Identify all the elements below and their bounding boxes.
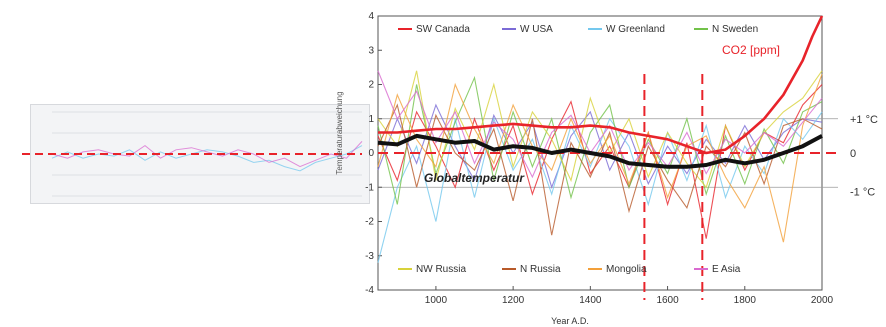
x-tick-label: 1200	[502, 295, 525, 306]
main-chart: 4 3 2 1 0 -1 -2 -3 -4 1000 1200 1400 1600 1800 2000 Yea…	[335, 11, 878, 326]
y-tick-label: 1	[368, 114, 374, 125]
x-tick-label: 1600	[656, 295, 679, 306]
global-temperature-annotation: Globaltemperatur	[424, 171, 525, 185]
x-tick-label: 1400	[579, 295, 602, 306]
global-temperature-line	[377, 133, 823, 169]
inset-chart	[22, 111, 363, 197]
legend-top-label-w-greenland: W Greenland	[606, 24, 665, 35]
series-line-e-asia	[377, 70, 823, 179]
y-tick-label: 2	[368, 80, 374, 91]
legend-bottom-label-mongolia: Mongolia	[606, 264, 647, 275]
y-tick-label: -1	[365, 182, 374, 193]
co2-line	[378, 15, 824, 155]
series-line-w-greenland	[377, 111, 823, 263]
legend-bottom-label-e-asia: E Asia	[712, 264, 741, 275]
right-scale-label-1: 0	[850, 148, 856, 160]
y-tick-label: -3	[365, 251, 374, 262]
right-scale-label-2: -1 °C	[850, 186, 875, 198]
legend-bottom-label-n-russia: N Russia	[520, 264, 561, 275]
x-tick-label: 1000	[425, 295, 448, 306]
co2-annotation: CO2 [ppm]	[722, 43, 780, 57]
inset-series-line-1	[51, 141, 363, 168]
legend-bottom-label-nw-russia: NW Russia	[416, 264, 466, 275]
legend-top-label-w-usa: W USA	[520, 24, 553, 35]
y-tick-label: -2	[365, 217, 374, 228]
series-line-mongolia	[377, 74, 823, 243]
y-axis-label: Temperaturabweichung	[335, 91, 344, 174]
y-tick-label: 0	[368, 148, 374, 159]
right-scale-label-0: +1 °C	[850, 114, 878, 126]
series-line-n-sweden	[377, 75, 823, 205]
series-line-w-usa	[377, 103, 823, 190]
x-axis-label: Year A.D.	[551, 316, 589, 326]
y-tick-label: -4	[365, 285, 374, 296]
y-tick-label: 3	[368, 45, 374, 56]
x-tick-label: 1800	[734, 295, 757, 306]
y-tick-label: 4	[368, 11, 374, 22]
legend-top-label-n-sweden: N Sweden	[712, 24, 758, 35]
legend-top-label-sw-canada: SW Canada	[416, 24, 470, 35]
x-tick-label: 2000	[811, 295, 834, 306]
